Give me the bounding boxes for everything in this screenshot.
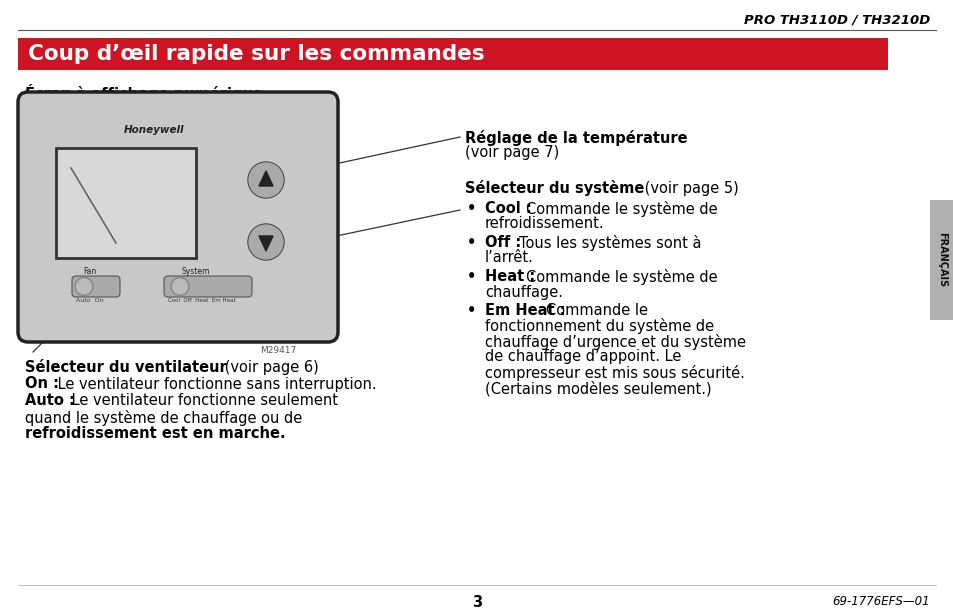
Text: 69-1776EFS—01: 69-1776EFS—01 [832, 595, 929, 608]
Circle shape [249, 225, 283, 259]
Text: System: System [182, 267, 210, 276]
Circle shape [249, 163, 283, 197]
Text: compresseur est mis sous sécurité.: compresseur est mis sous sécurité. [484, 365, 744, 381]
Text: Em Heat :: Em Heat : [484, 303, 565, 318]
Bar [929, 200, 953, 320]
Circle shape [248, 224, 284, 260]
Text: Tous les systèmes sont à: Tous les systèmes sont à [518, 235, 700, 251]
Text: On :: On : [25, 376, 59, 392]
Text: refroidissement.: refroidissement. [484, 216, 604, 232]
Text: Heat :: Heat : [484, 269, 535, 284]
Text: FRANÇAIS: FRANÇAIS [936, 232, 946, 288]
Text: •: • [467, 303, 476, 318]
Circle shape [75, 277, 92, 295]
Text: quand le système de chauffage ou de: quand le système de chauffage ou de [25, 410, 302, 426]
Text: Sélecteur du système: Sélecteur du système [464, 181, 643, 196]
FancyBboxPatch shape [71, 276, 120, 297]
Text: Honeywell: Honeywell [124, 125, 184, 135]
Text: Cool  Off  Heat  Em Heat: Cool Off Heat Em Heat [168, 298, 235, 303]
Text: (voir page 6): (voir page 6) [220, 360, 318, 375]
Text: (voir page 5): (voir page 5) [639, 181, 738, 196]
Text: Fan: Fan [83, 267, 96, 276]
Text: Coup d’œil rapide sur les commandes: Coup d’œil rapide sur les commandes [28, 44, 484, 64]
FancyBboxPatch shape [18, 92, 337, 342]
Text: l’arrêt.: l’arrêt. [484, 250, 534, 266]
Text: •: • [467, 269, 476, 284]
Text: chauffage.: chauffage. [484, 285, 562, 300]
Text: (voir page 7): (voir page 7) [464, 145, 558, 161]
Text: M29417: M29417 [259, 346, 295, 355]
Text: refroidissement est en marche.: refroidissement est en marche. [25, 426, 285, 441]
Circle shape [171, 277, 189, 295]
Text: PRO TH3110D / TH3210D: PRO TH3110D / TH3210D [743, 13, 929, 27]
Text: Auto  On: Auto On [76, 298, 104, 303]
Text: Auto :: Auto : [25, 393, 74, 408]
Text: •: • [467, 201, 476, 216]
Circle shape [76, 279, 91, 294]
Circle shape [172, 279, 188, 294]
Text: fonctionnement du système de: fonctionnement du système de [484, 319, 714, 334]
Text: 3: 3 [472, 595, 481, 608]
Bar [56, 148, 195, 258]
Polygon shape [258, 171, 273, 186]
Text: •: • [467, 235, 476, 250]
Text: chauffage d’urgence et du système: chauffage d’urgence et du système [484, 334, 745, 350]
Text: Commande le: Commande le [546, 303, 647, 318]
Text: Commande le système de: Commande le système de [525, 269, 717, 285]
Polygon shape [258, 236, 273, 251]
Text: Off :: Off : [484, 235, 520, 250]
Text: Sélecteur du ventilateur: Sélecteur du ventilateur [25, 360, 227, 375]
Text: Cool :: Cool : [484, 201, 531, 216]
Text: de chauffage d’appoint. Le: de chauffage d’appoint. Le [484, 350, 680, 365]
FancyBboxPatch shape [164, 276, 252, 297]
Text: Le ventilateur fonctionne sans interruption.: Le ventilateur fonctionne sans interrupt… [53, 376, 376, 392]
Circle shape [248, 162, 284, 198]
Text: (Certains modèles seulement.): (Certains modèles seulement.) [484, 381, 711, 396]
Text: Le ventilateur fonctionne seulement: Le ventilateur fonctionne seulement [67, 393, 337, 408]
Bar [18, 38, 887, 70]
Text: Réglage de la température: Réglage de la température [464, 130, 687, 146]
Text: Écran à affichage numérique: Écran à affichage numérique [25, 84, 263, 102]
Text: Commande le système de: Commande le système de [525, 201, 717, 217]
